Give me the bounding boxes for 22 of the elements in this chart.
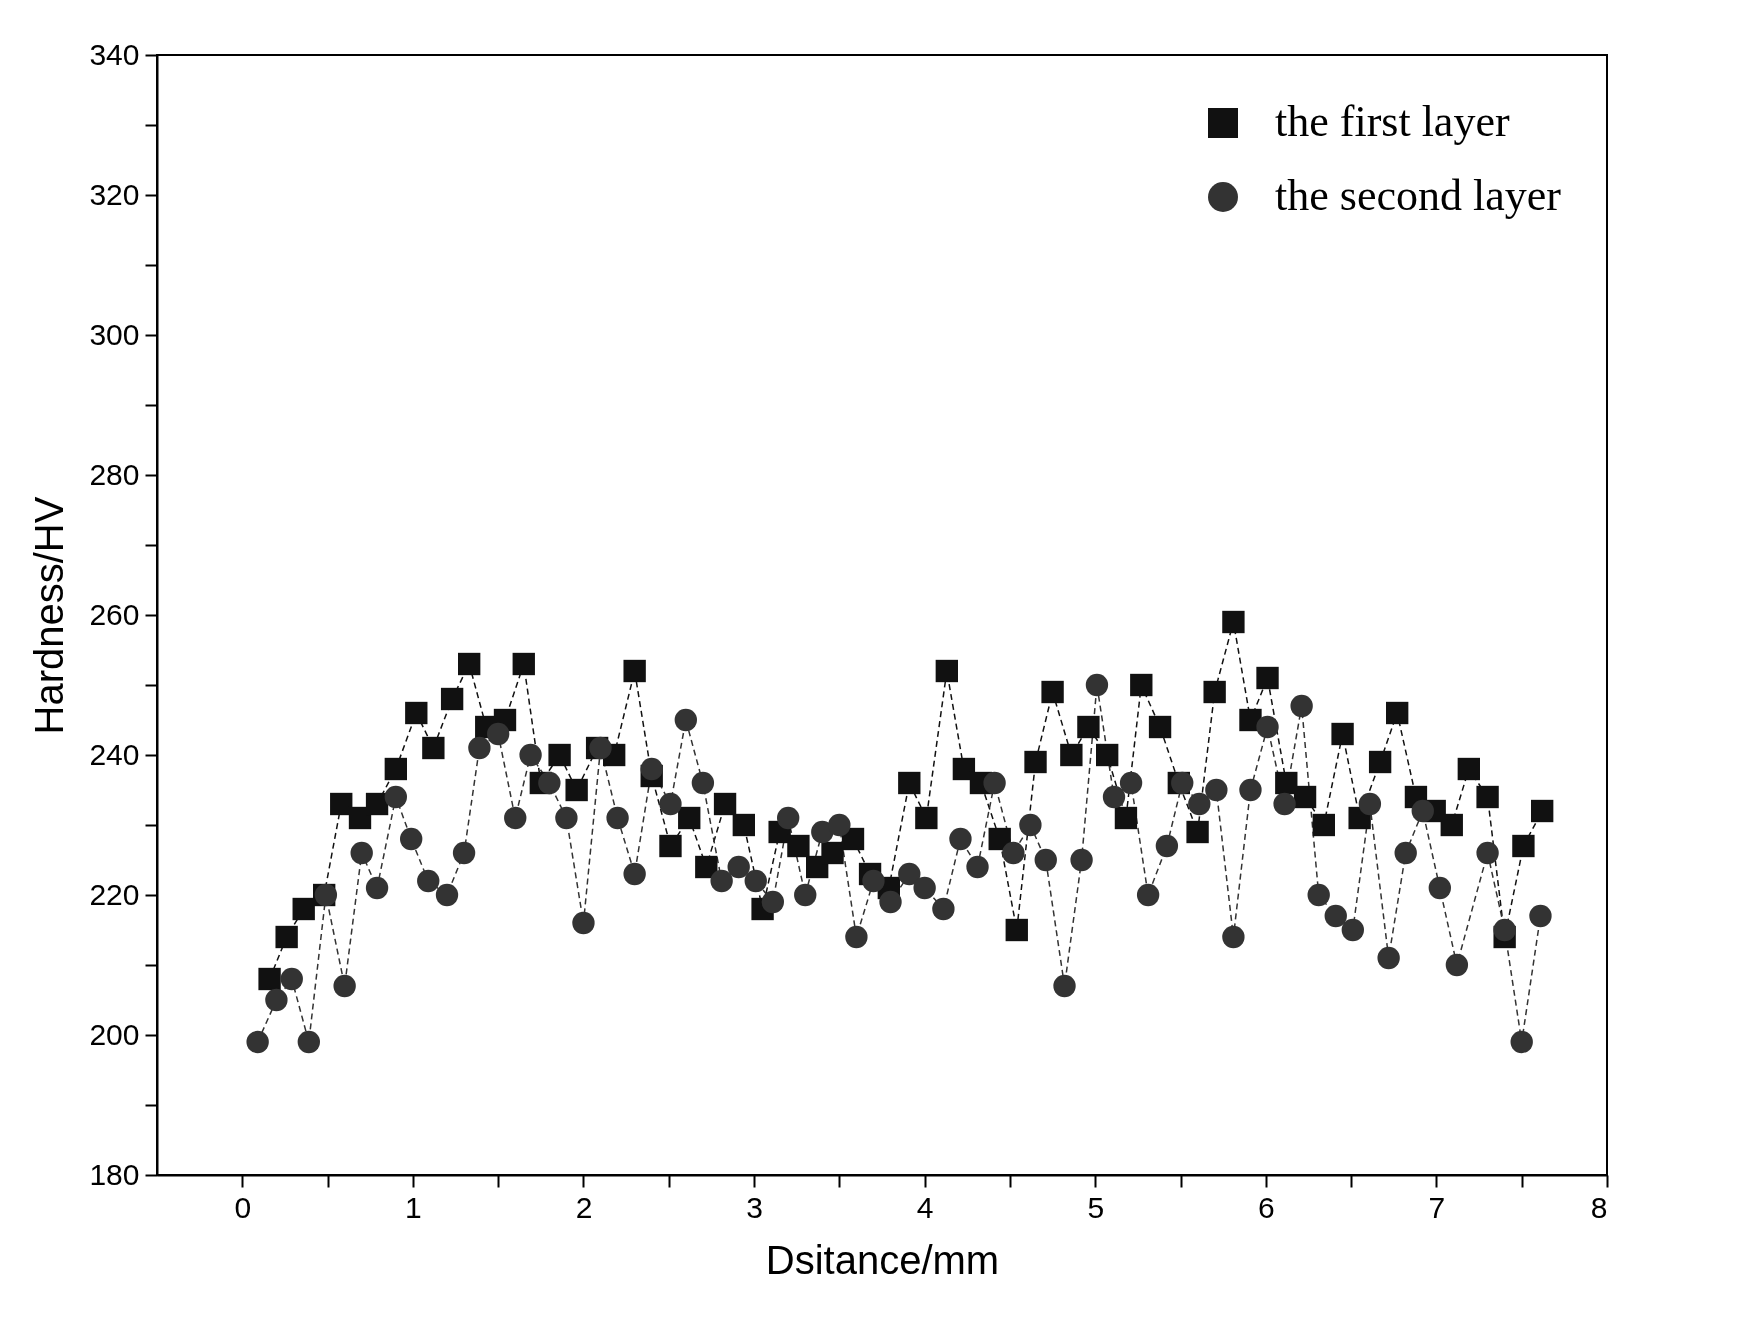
x-tick-label: 3 [746,1190,763,1224]
y-tick-label: 240 [89,737,140,771]
y-tick-label: 220 [89,877,140,911]
y-tick-label: 280 [89,457,140,491]
y-tick-label: 180 [89,1157,140,1191]
y-tick-label: 300 [89,317,140,351]
y-tick-label: 200 [89,1017,140,1051]
y-tick-label: 340 [89,37,140,71]
legend-label: the second layer [1275,171,1562,220]
x-tick-label: 7 [1428,1190,1446,1224]
y-axis-title: Hardness/HV [27,496,72,735]
x-tick-label: 4 [916,1190,934,1224]
x-tick-label: 8 [1590,1190,1608,1224]
x-tick-label: 1 [405,1190,422,1224]
y-tick-label: 260 [89,597,140,631]
x-tick-label: 0 [234,1190,252,1224]
x-tick-label: 6 [1257,1190,1275,1224]
x-tick-label: 2 [575,1190,593,1224]
x-tick-label: 5 [1087,1190,1105,1224]
y-tick-label: 320 [89,177,140,211]
legend-label: the first layer [1275,97,1510,146]
x-axis-title: Dsitance/mm [765,1237,1000,1282]
